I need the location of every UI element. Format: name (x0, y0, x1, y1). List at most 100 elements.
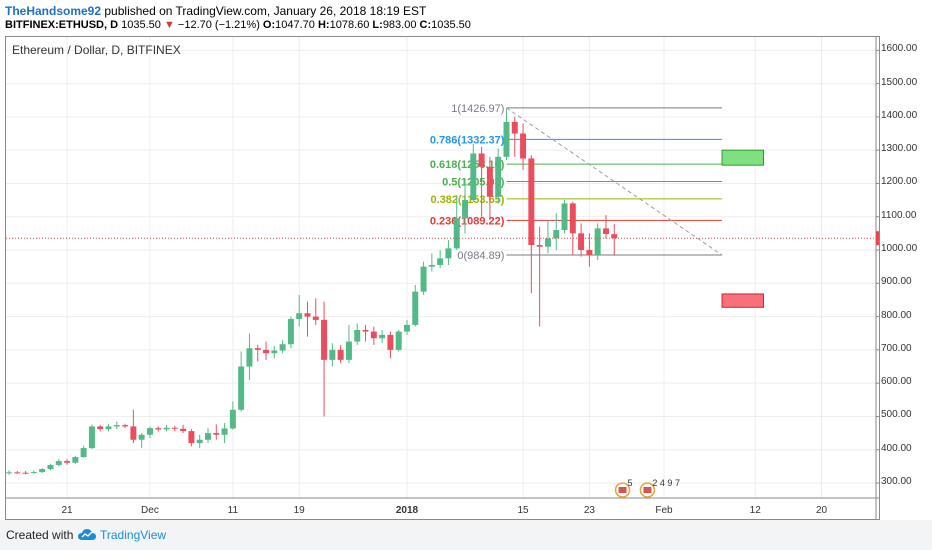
x-tick-label: 12 (750, 505, 762, 516)
candle (296, 294, 303, 327)
candle (578, 223, 585, 257)
y-tick-label: 500.00 (881, 409, 912, 421)
candle-body (55, 461, 62, 466)
candle-body (387, 334, 394, 350)
candle-body (586, 250, 593, 256)
candle-body (287, 318, 294, 345)
candle (6, 470, 12, 475)
candle (370, 326, 377, 345)
candle-body (88, 426, 95, 449)
candle-body (80, 448, 87, 458)
candle (254, 344, 261, 362)
candle (47, 463, 54, 471)
fib-level-label: 0(984.89) (457, 250, 504, 262)
candle-body (486, 166, 493, 197)
candle-body (97, 426, 104, 430)
x-tick-label: 2018 (396, 505, 419, 516)
candle (354, 323, 361, 345)
candle (520, 123, 527, 171)
candle-body (321, 319, 328, 360)
candle-body (180, 428, 187, 432)
candle-body (221, 428, 228, 435)
candle-body (304, 313, 311, 317)
candle (412, 284, 419, 327)
candle (221, 423, 228, 444)
candle-body (213, 433, 220, 435)
candle (238, 351, 245, 412)
candle (122, 423, 129, 429)
candle (64, 459, 71, 465)
candle-body (205, 433, 211, 440)
candle-body (263, 349, 270, 354)
candle (180, 424, 187, 434)
candle-body (362, 329, 369, 332)
high-value: 1078.60 (329, 19, 370, 31)
x-tick-label: Feb (655, 505, 673, 516)
candle-body (138, 434, 145, 440)
y-tick-label: 1200.00 (881, 176, 918, 188)
candle (130, 409, 137, 444)
candle (30, 470, 37, 474)
y-tick-label: 1500.00 (881, 76, 918, 88)
candle (553, 213, 560, 251)
candle (97, 424, 104, 432)
created-with-text: Created with (6, 528, 74, 542)
price-chart[interactable]: Ethereum / Dollar, D, BITFINEX 1(1426.97)… (6, 37, 879, 519)
candle (544, 220, 551, 254)
candle (561, 200, 568, 234)
candle-body (578, 233, 585, 251)
candle-body (462, 200, 469, 219)
published-text: published on TradingView.com, January 26… (104, 4, 427, 18)
candle-body (246, 348, 253, 367)
candle-body (122, 425, 129, 427)
candle-body (146, 428, 153, 435)
x-tick-label: 23 (584, 505, 596, 516)
current-price-label: 1035.50 (878, 234, 879, 245)
candle-body (403, 324, 410, 332)
candle (287, 316, 294, 349)
chart-title: Ethereum / Dollar, D, BITFINEX (12, 43, 181, 57)
candle (229, 401, 236, 430)
candle-body (39, 469, 46, 473)
publication-line: TheHandsome92 published on TradingView.c… (5, 4, 426, 18)
publisher-name[interactable]: TheHandsome92 (5, 4, 102, 18)
candle-body (188, 431, 195, 444)
flag-icon-fill (618, 487, 627, 493)
candle (196, 434, 203, 449)
candle (569, 201, 576, 256)
fib-level-label: 0.236(1089.22) (430, 215, 505, 227)
candle (329, 343, 336, 367)
dashed-trendline (506, 107, 723, 256)
candle (602, 215, 609, 239)
candle-body (254, 348, 261, 350)
high-label: H: (317, 19, 330, 31)
fib-level-label: 0.786(1332.37) (430, 134, 505, 146)
tradingview-brand[interactable]: TradingView (100, 528, 167, 542)
y-tick-label: 400.00 (881, 442, 912, 454)
candle (486, 156, 493, 221)
fib-level-label: 0.382(1153.65) (430, 194, 504, 206)
last-price: 1035.50 (121, 19, 161, 31)
candle (271, 345, 278, 359)
candle-body (445, 248, 452, 259)
candle (138, 433, 145, 449)
candle-body (594, 228, 601, 256)
candle (72, 455, 79, 464)
close-label: C: (419, 19, 432, 31)
candle-body (113, 425, 120, 427)
current-price-badge (876, 231, 879, 246)
candle (55, 459, 62, 467)
candle (445, 240, 452, 266)
y-tick-label: 600.00 (881, 376, 912, 388)
candle (146, 426, 153, 439)
candle (246, 333, 253, 380)
candle-body (536, 245, 543, 247)
candle-body (130, 426, 137, 440)
y-tick-label: 700.00 (881, 342, 912, 354)
candle-body (163, 427, 170, 430)
chart-frame: Ethereum / Dollar, D, BITFINEX 1(1426.97)… (5, 36, 880, 520)
candle (279, 339, 286, 354)
fib-level-label: 0.618(1258.10) (430, 159, 505, 171)
candle-body (569, 203, 576, 234)
candle-body (553, 230, 560, 239)
